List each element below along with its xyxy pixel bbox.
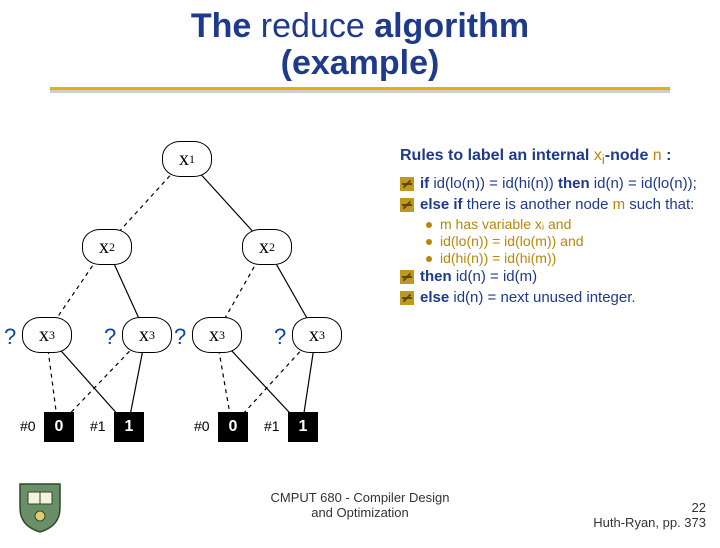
footer-center-l2: and Optimization	[311, 505, 409, 520]
leaf-id-label: #1	[264, 418, 280, 434]
slide-number: 22	[692, 500, 706, 515]
tree-leaf-L0b: 0	[218, 412, 248, 442]
tree-leaf-L1b: 1	[288, 412, 318, 442]
tree-node-x3c: x3	[192, 317, 242, 353]
tree-node-x3a: x3	[22, 317, 72, 353]
title-thin: reduce	[261, 7, 374, 45]
leaf-id-label: #0	[20, 418, 36, 434]
subitem-text: id(hi(n)) = id(hi(m))	[440, 250, 556, 266]
leaf-id-label: #1	[90, 418, 106, 434]
sub-bullet-icon	[426, 239, 432, 245]
rule-text: if id(lo(n)) = id(hi(n)) then id(n) = id…	[420, 175, 697, 194]
footer-right: 22 Huth-Ryan, pp. 373	[593, 500, 706, 530]
underline-shadow	[50, 90, 670, 93]
title-line-2: (example)	[0, 45, 720, 82]
tree-node-x2a: x2	[82, 229, 132, 265]
rule-item: else id(n) = next unused integer.	[400, 289, 700, 308]
tree-leaf-L0a: 0	[44, 412, 74, 442]
rule-subitem: id(hi(n)) = id(hi(m))	[426, 250, 700, 266]
footer-center-l1: CMPUT 680 - Compiler Design	[271, 490, 450, 505]
rule-item: if id(lo(n)) = id(hi(n)) then id(n) = id…	[400, 175, 700, 194]
rules-list: if id(lo(n)) = id(hi(n)) then id(n) = id…	[400, 175, 700, 308]
rule-bullet-icon	[400, 270, 414, 284]
question-mark: ?	[274, 324, 286, 350]
subitem-text: m has variable xᵢ and	[440, 216, 571, 232]
rule-item: then id(n) = id(m)	[400, 268, 700, 287]
bdd-tree-diagram: x1 x2 x2 x3 x3 x3 x3 0 #0 1 #1 0 #0 1 #1????	[0, 128, 400, 518]
rule-bullet-icon	[400, 291, 414, 305]
title-underline	[50, 87, 670, 95]
rules-header: Rules to label an internal xi-node n :	[400, 146, 700, 169]
rules-panel: Rules to label an internal xi-node n : i…	[400, 146, 700, 310]
rules-header-var2: n	[653, 147, 662, 164]
title-bold-1: The	[191, 7, 261, 45]
rule-subitem: m has variable xᵢ and	[426, 216, 700, 232]
rules-header-p3: :	[662, 147, 672, 164]
rules-header-p1: Rules to label an internal	[400, 147, 594, 164]
rules-header-var1: xi	[594, 147, 605, 164]
tree-node-x3b: x3	[122, 317, 172, 353]
rules-header-p2: -node	[605, 147, 653, 164]
title-bold-2: algorithm	[374, 7, 529, 45]
footer-ref: Huth-Ryan, pp. 373	[593, 515, 706, 530]
question-mark: ?	[104, 324, 116, 350]
rule-bullet-icon	[400, 198, 414, 212]
rule-sublist: m has variable xᵢ andid(lo(n)) = id(lo(m…	[426, 216, 700, 266]
tree-node-x1: x1	[162, 141, 212, 177]
subitem-text: id(lo(n)) = id(lo(m)) and	[440, 233, 584, 249]
leaf-id-label: #0	[194, 418, 210, 434]
rule-text: else id(n) = next unused integer.	[420, 289, 636, 308]
rule-subitem: id(lo(n)) = id(lo(m)) and	[426, 233, 700, 249]
rule-bullet-icon	[400, 177, 414, 191]
slide-title: The reduce algorithm (example)	[0, 8, 720, 83]
rule-text: then id(n) = id(m)	[420, 268, 537, 287]
sub-bullet-icon	[426, 256, 432, 262]
sub-bullet-icon	[426, 222, 432, 228]
rule-text: else if there is another node m such tha…	[420, 196, 694, 215]
university-crest-icon	[16, 478, 64, 534]
rule-item: else if there is another node m such tha…	[400, 196, 700, 215]
question-mark: ?	[4, 324, 16, 350]
tree-node-x3d: x3	[292, 317, 342, 353]
question-mark: ?	[174, 324, 186, 350]
tree-leaf-L1a: 1	[114, 412, 144, 442]
tree-node-x2b: x2	[242, 229, 292, 265]
